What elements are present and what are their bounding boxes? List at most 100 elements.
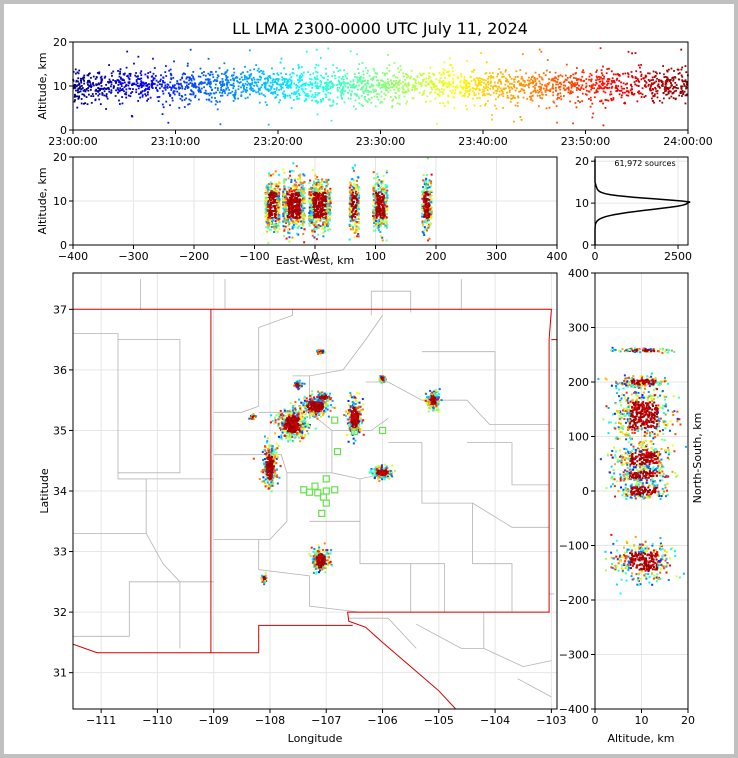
time-altitude-source-point [580, 78, 582, 81]
time-altitude-source-point [324, 87, 327, 90]
plan-view-source-point [284, 419, 287, 422]
time-altitude-source-point [362, 92, 365, 94]
time-altitude-source-point [591, 87, 594, 90]
time-altitude-source-point [251, 79, 254, 82]
time-altitude-source-point [315, 70, 318, 73]
time-altitude-source-point [588, 85, 591, 87]
time-altitude-source-point [428, 72, 430, 75]
ew-altitude-source-point [426, 157, 429, 160]
ew-altitude-source-point [325, 204, 328, 207]
time-altitude-source-point [227, 79, 230, 82]
time-altitude-source-point [297, 79, 299, 81]
ew-altitude-source-point [317, 183, 320, 186]
ew-altitude-source-point [298, 218, 301, 221]
time-altitude-source-point [668, 87, 670, 89]
time-altitude-source-point [464, 79, 467, 82]
time-altitude-xtick-label: 23:10:00 [151, 135, 200, 148]
time-altitude-source-point [129, 87, 132, 90]
time-altitude-source-point [451, 66, 454, 69]
time-altitude-source-point [474, 81, 477, 84]
time-altitude-source-point [443, 61, 446, 64]
time-altitude-source-point [125, 83, 128, 86]
ew-altitude-source-point [317, 224, 320, 227]
time-altitude-source-point [177, 82, 179, 85]
ew-altitude-source-point [276, 204, 279, 207]
time-altitude-source-point [431, 82, 433, 85]
time-altitude-source-point [185, 77, 188, 80]
time-altitude-source-point [473, 92, 476, 94]
time-altitude-source-point [468, 85, 471, 88]
ew-altitude-source-point [348, 224, 351, 227]
time-altitude-source-point [89, 85, 92, 87]
ew-altitude-source-point [313, 230, 316, 233]
time-altitude-source-point [292, 68, 294, 70]
time-altitude-source-point [667, 91, 670, 93]
time-altitude-source-point [589, 72, 592, 75]
time-altitude-source-point [563, 89, 566, 91]
time-altitude-source-point [330, 81, 332, 84]
ew-altitude-source-point [276, 223, 279, 226]
time-altitude-source-point [271, 79, 274, 82]
time-altitude-source-point [390, 81, 393, 83]
time-altitude-source-point [487, 75, 490, 78]
time-altitude-source-point [474, 80, 477, 82]
time-altitude-source-point [139, 72, 142, 74]
time-altitude-source-point [537, 91, 540, 94]
time-altitude-source-point [257, 87, 260, 90]
time-altitude-source-point [570, 83, 573, 86]
time-altitude-source-point [312, 96, 315, 99]
ew-altitude-source-point [424, 184, 427, 187]
time-altitude-source-point [637, 78, 639, 81]
time-altitude-source-point [138, 93, 140, 96]
time-altitude-source-point [466, 95, 469, 98]
time-altitude-source-point [383, 82, 386, 85]
time-altitude-source-point [487, 86, 490, 89]
time-altitude-source-point [296, 95, 298, 98]
time-altitude-source-point [442, 102, 445, 105]
ew-altitude-source-point [277, 196, 280, 199]
ew-altitude-source-point [319, 219, 322, 222]
time-altitude-source-point [559, 95, 562, 98]
time-altitude-source-point [631, 76, 634, 79]
time-altitude-source-point [79, 85, 82, 88]
ew-altitude-source-point [301, 182, 304, 185]
time-altitude-source-point [401, 91, 404, 94]
time-altitude-source-point [135, 88, 138, 91]
ew-altitude-source-point [426, 229, 429, 232]
time-altitude-source-point [178, 87, 181, 90]
time-altitude-source-point [274, 81, 277, 83]
time-altitude-source-point [320, 74, 322, 77]
ew-altitude-source-point [427, 202, 430, 205]
time-altitude-source-point [544, 90, 547, 93]
time-altitude-source-point [349, 97, 352, 100]
time-altitude-source-point [464, 87, 467, 89]
ew-altitude-source-point [311, 190, 314, 193]
time-altitude-source-point [221, 92, 224, 94]
time-altitude-source-point [581, 100, 584, 103]
time-altitude-source-point [273, 88, 276, 90]
time-altitude-source-point [324, 93, 327, 96]
time-altitude-source-point [531, 75, 534, 78]
ew-altitude-source-point [278, 221, 281, 224]
time-altitude-source-point [355, 94, 358, 97]
time-altitude-source-point [651, 83, 654, 86]
ew-altitude-source-point [292, 170, 295, 173]
time-altitude-source-point [90, 85, 93, 88]
time-altitude-source-point [485, 86, 488, 89]
time-altitude-source-point [520, 82, 523, 85]
ew-altitude-source-point [264, 196, 267, 199]
ew-altitude-source-point [355, 198, 358, 201]
time-altitude-source-point [96, 83, 99, 86]
ew-altitude-source-point [329, 191, 332, 194]
ew-altitude-source-point [298, 213, 301, 216]
ew-altitude-source-point [308, 220, 311, 223]
time-altitude-source-point [413, 85, 415, 88]
time-altitude-source-point [560, 83, 563, 86]
time-altitude-source-point [143, 89, 146, 92]
time-altitude-source-point [485, 71, 488, 74]
ew-altitude-source-point [321, 193, 324, 196]
ew-altitude-source-point [311, 231, 314, 234]
time-altitude-source-point [219, 123, 222, 126]
time-altitude-source-point [420, 82, 423, 85]
time-altitude-source-point [276, 72, 279, 75]
